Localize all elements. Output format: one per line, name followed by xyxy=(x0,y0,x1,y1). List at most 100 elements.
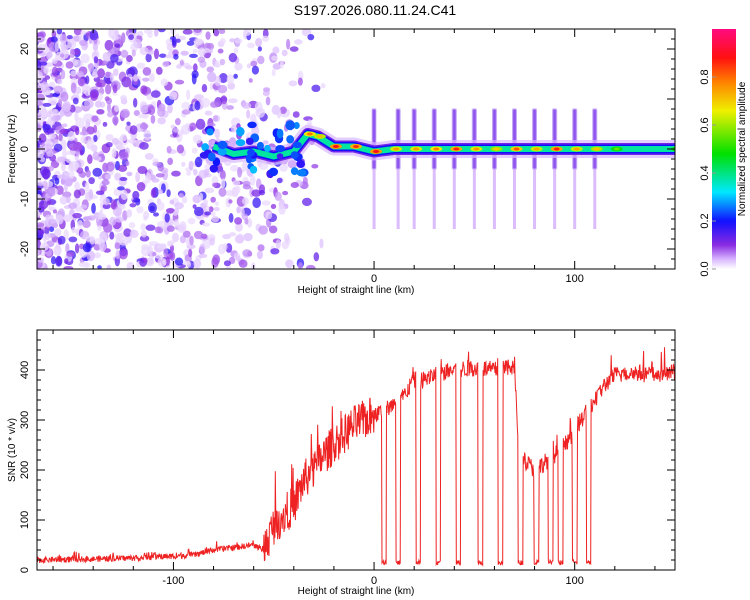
noise-blob xyxy=(109,231,115,240)
noise-blob xyxy=(112,84,118,94)
noise-blob xyxy=(147,49,155,55)
noise-blob xyxy=(70,70,77,77)
noise-blob xyxy=(249,174,256,186)
noise-blob xyxy=(158,189,164,195)
noise-blob xyxy=(250,60,258,67)
noise-blob xyxy=(207,71,217,83)
noise-blob xyxy=(297,262,303,269)
noise-blob xyxy=(213,29,220,37)
noise-blob xyxy=(226,105,234,110)
noise-blob xyxy=(244,218,249,225)
noise-blob xyxy=(39,156,46,163)
noise-blob xyxy=(163,248,169,258)
noise-blob xyxy=(50,256,57,265)
noise-blob xyxy=(42,102,52,107)
noise-blob xyxy=(63,229,70,241)
noise-blob xyxy=(174,79,185,85)
noise-blob xyxy=(181,109,191,115)
noise-blob xyxy=(234,62,243,71)
noise-blob xyxy=(282,190,289,196)
noise-blob xyxy=(140,223,147,231)
noise-blob xyxy=(40,56,49,63)
colorbar-tick-label: 0.0 xyxy=(699,261,711,276)
noise-blob xyxy=(276,108,282,119)
noise-blob xyxy=(59,128,70,135)
noise-blob xyxy=(43,65,50,74)
noise-blob xyxy=(136,62,146,69)
noise-blob xyxy=(174,118,181,126)
noise-blob xyxy=(161,225,168,230)
noise-blob xyxy=(86,250,95,262)
noise-blob xyxy=(210,196,216,203)
ridge-blob xyxy=(276,128,284,139)
noise-blob xyxy=(294,39,303,45)
noise-blob xyxy=(50,115,60,122)
noise-blob xyxy=(48,165,54,172)
noise-blob xyxy=(150,114,156,124)
noise-blob xyxy=(88,177,95,185)
noise-blob xyxy=(57,98,63,108)
spectrogram-x-ticks: -100 0 100 xyxy=(52,29,656,285)
noise-blob xyxy=(60,40,67,52)
noise-blob xyxy=(38,200,49,210)
noise-blob xyxy=(246,63,252,69)
noise-blob xyxy=(218,187,227,197)
noise-blob xyxy=(119,240,129,246)
streak xyxy=(572,109,577,169)
noise-blob xyxy=(145,224,156,231)
noise-blob xyxy=(76,70,84,78)
noise-blob xyxy=(110,199,117,210)
noise-blob xyxy=(128,34,134,41)
streak-tail xyxy=(533,169,537,229)
noise-blob xyxy=(176,144,185,154)
noise-blob xyxy=(54,41,60,52)
ridge-blob xyxy=(201,143,209,152)
y-tick-label: 400 xyxy=(19,361,31,379)
noise-blob xyxy=(235,255,241,261)
noise-blob xyxy=(93,56,99,64)
noise-blob xyxy=(129,229,139,238)
noise-blob xyxy=(137,113,148,119)
noise-blob xyxy=(153,48,160,60)
colorbar-tick-label: 0.6 xyxy=(699,117,711,132)
noise-blob xyxy=(95,190,105,195)
noise-blob xyxy=(102,121,108,127)
streak xyxy=(552,109,557,169)
noise-blob xyxy=(82,242,92,253)
noise-blob xyxy=(218,29,226,35)
noise-blob xyxy=(275,239,281,249)
noise-blob xyxy=(141,230,147,238)
noise-blob xyxy=(166,43,173,51)
noise-blob xyxy=(51,58,58,64)
noise-blob xyxy=(211,182,217,188)
streak-tail xyxy=(553,169,557,229)
noise-blob xyxy=(61,161,66,172)
noise-blob xyxy=(112,115,119,125)
noise-blob xyxy=(105,71,111,77)
ridge-blob xyxy=(247,121,257,129)
noise-blob xyxy=(44,233,51,240)
noise-blob xyxy=(320,83,326,89)
noise-blob xyxy=(97,225,102,231)
noise-blob xyxy=(91,115,99,122)
noise-blob xyxy=(84,181,90,192)
streak xyxy=(492,109,497,169)
noise-blob xyxy=(38,228,45,236)
noise-blob xyxy=(228,213,234,223)
noise-blob xyxy=(62,148,68,160)
noise-blob xyxy=(219,169,226,180)
noise-blob xyxy=(157,107,166,118)
noise-blob xyxy=(104,96,110,102)
noise-blob xyxy=(47,133,57,140)
noise-blob xyxy=(114,233,124,240)
noise-blob xyxy=(198,253,208,258)
ridge-blob xyxy=(209,164,219,173)
noise-blob xyxy=(211,257,219,268)
noise-blob xyxy=(110,53,119,63)
noise-blob xyxy=(311,84,321,93)
noise-blob xyxy=(235,222,243,232)
noise-blob xyxy=(114,104,120,113)
noise-blob xyxy=(79,131,89,136)
streak xyxy=(512,109,517,169)
noise-blob xyxy=(262,140,269,145)
